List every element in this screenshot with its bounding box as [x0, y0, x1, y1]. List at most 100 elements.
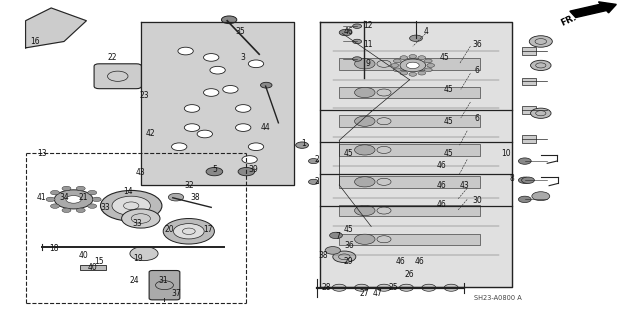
- Circle shape: [238, 167, 255, 176]
- Text: 26: 26: [404, 270, 415, 279]
- Circle shape: [172, 143, 187, 151]
- Text: FR.: FR.: [559, 12, 578, 27]
- Text: 21: 21: [79, 193, 88, 202]
- Text: 6: 6: [474, 66, 479, 75]
- Circle shape: [260, 82, 272, 88]
- Text: 7: 7: [335, 232, 340, 241]
- Text: 46: 46: [436, 161, 447, 170]
- Text: 45: 45: [443, 117, 453, 126]
- Text: 38: 38: [190, 193, 200, 202]
- Text: 24: 24: [129, 276, 140, 285]
- Circle shape: [355, 177, 375, 187]
- Text: 46: 46: [436, 200, 447, 209]
- Bar: [522, 106, 536, 114]
- Circle shape: [522, 177, 534, 183]
- Text: 44: 44: [260, 123, 271, 132]
- Circle shape: [424, 59, 432, 63]
- Circle shape: [236, 124, 251, 131]
- Text: 30: 30: [472, 197, 482, 205]
- Circle shape: [88, 204, 97, 208]
- Circle shape: [308, 159, 319, 164]
- Text: 11: 11: [364, 40, 372, 49]
- Bar: [339, 115, 480, 127]
- Circle shape: [418, 56, 426, 60]
- Circle shape: [36, 23, 60, 34]
- Circle shape: [427, 63, 435, 67]
- Text: 47: 47: [372, 289, 383, 298]
- Circle shape: [394, 68, 401, 72]
- Text: 8: 8: [509, 174, 515, 183]
- Circle shape: [100, 190, 162, 221]
- Bar: [339, 176, 480, 188]
- Text: 39: 39: [248, 165, 258, 174]
- Polygon shape: [141, 22, 294, 185]
- Circle shape: [46, 197, 55, 202]
- Text: 3: 3: [241, 53, 246, 62]
- Circle shape: [391, 63, 399, 67]
- Bar: [339, 144, 480, 156]
- Text: 45: 45: [443, 85, 453, 94]
- Circle shape: [353, 39, 362, 44]
- Circle shape: [184, 105, 200, 112]
- Text: 40: 40: [88, 263, 98, 272]
- Circle shape: [355, 234, 375, 244]
- Circle shape: [163, 219, 214, 244]
- Text: 5: 5: [212, 165, 217, 174]
- Bar: [80, 265, 106, 270]
- Text: 18: 18: [50, 244, 59, 253]
- Bar: [522, 135, 536, 143]
- Text: 6: 6: [474, 114, 479, 122]
- Circle shape: [210, 66, 225, 74]
- Text: 43: 43: [136, 168, 146, 177]
- Text: 25: 25: [388, 283, 399, 292]
- Circle shape: [518, 177, 531, 183]
- Circle shape: [168, 193, 184, 201]
- Circle shape: [424, 68, 432, 72]
- Text: 45: 45: [443, 149, 453, 158]
- Circle shape: [353, 24, 362, 28]
- Circle shape: [355, 205, 375, 216]
- Text: 46: 46: [414, 257, 424, 266]
- Text: 4: 4: [423, 27, 428, 36]
- Circle shape: [223, 85, 238, 93]
- Circle shape: [197, 130, 212, 138]
- Circle shape: [333, 251, 356, 263]
- Circle shape: [308, 179, 319, 184]
- Circle shape: [62, 186, 71, 191]
- Circle shape: [242, 156, 257, 163]
- Text: 43: 43: [459, 181, 469, 189]
- Circle shape: [518, 196, 531, 203]
- Text: 2: 2: [314, 155, 319, 164]
- Text: 46: 46: [395, 257, 405, 266]
- Circle shape: [330, 232, 342, 239]
- Polygon shape: [320, 22, 512, 287]
- Circle shape: [377, 284, 391, 291]
- Circle shape: [206, 167, 223, 176]
- Circle shape: [122, 209, 160, 228]
- Polygon shape: [26, 8, 86, 48]
- Text: 13: 13: [36, 149, 47, 158]
- Circle shape: [332, 284, 346, 291]
- Text: 14: 14: [123, 187, 133, 196]
- Text: 17: 17: [203, 225, 213, 234]
- Circle shape: [76, 208, 85, 212]
- Circle shape: [444, 284, 458, 291]
- Circle shape: [400, 71, 408, 75]
- Text: 22: 22: [108, 53, 116, 62]
- Text: 33: 33: [100, 203, 111, 212]
- Circle shape: [54, 190, 93, 209]
- Circle shape: [418, 71, 426, 75]
- Bar: [339, 58, 480, 70]
- Circle shape: [339, 29, 352, 36]
- Text: 38: 38: [318, 251, 328, 260]
- Text: 46: 46: [436, 181, 447, 189]
- Circle shape: [355, 145, 375, 155]
- Circle shape: [400, 56, 408, 60]
- Text: 41: 41: [36, 193, 47, 202]
- Circle shape: [325, 247, 340, 254]
- Circle shape: [92, 197, 101, 202]
- Circle shape: [51, 190, 60, 195]
- Circle shape: [204, 54, 219, 61]
- Text: 1: 1: [301, 139, 307, 148]
- Circle shape: [221, 16, 237, 24]
